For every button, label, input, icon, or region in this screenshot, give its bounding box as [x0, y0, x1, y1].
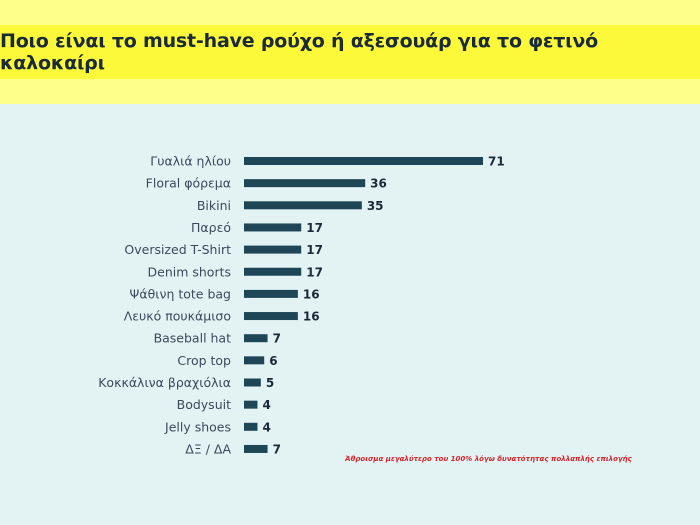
value-label: 17	[306, 221, 323, 235]
category-label: ΔΞ / ΔΑ	[185, 441, 231, 456]
bar-jelly-shoes	[244, 422, 258, 431]
category-label: Oversized T-Shirt	[124, 242, 231, 257]
category-label: Ψάθινη tote bag	[130, 286, 231, 301]
value-label: 16	[303, 310, 320, 324]
bar-oversized-t-shirt	[244, 245, 302, 254]
category-label: Denim shorts	[148, 264, 232, 279]
value-label: 6	[269, 354, 277, 368]
bar-floral-φόρεμα	[244, 179, 366, 188]
bar-κοκκάλινα-βραχιόλια	[244, 378, 261, 387]
category-label: Λευκό πουκάμισο	[124, 309, 231, 324]
bar-δξ-δα	[244, 444, 268, 453]
category-label: Κοκκάλινα βραχιόλια	[98, 375, 231, 390]
category-label: Παρεό	[191, 220, 231, 235]
category-label: Baseball hat	[154, 331, 232, 346]
bar-bikini	[244, 201, 362, 210]
bar-crop-top	[244, 356, 265, 365]
value-label: 5	[266, 376, 274, 390]
value-label: 16	[303, 287, 320, 301]
bar-ψάθινη-tote-bag	[244, 289, 298, 298]
chart-title: Ποιο είναι το must-have ρούχο ή αξεσουάρ…	[0, 25, 700, 79]
footnote: Άθροισμα μεγαλύτερο του 100% λόγω δυνατό…	[345, 455, 632, 463]
value-label: 4	[262, 420, 270, 434]
category-label: Crop top	[177, 353, 231, 368]
bar-bodysuit	[244, 400, 258, 409]
value-label: 17	[306, 265, 323, 279]
value-label: 7	[273, 332, 281, 346]
bar-παρεό	[244, 223, 302, 232]
value-label: 71	[488, 155, 505, 169]
bar-γυαλιά-ηλίου	[244, 157, 483, 165]
value-label: 35	[367, 199, 384, 213]
category-label: Γυαλιά ηλίου	[150, 154, 231, 169]
category-label: Bodysuit	[177, 397, 231, 412]
category-label: Jelly shoes	[164, 419, 231, 434]
value-label: 7	[273, 442, 281, 456]
bar-λευκό-πουκάμισο	[244, 312, 298, 321]
value-label: 36	[370, 177, 387, 191]
value-label: 4	[262, 398, 270, 412]
value-label: 17	[306, 243, 323, 257]
category-label: Bikini	[197, 198, 231, 213]
category-label: Floral φόρεμα	[146, 176, 231, 191]
bar-denim-shorts	[244, 267, 302, 276]
bar-baseball-hat	[244, 334, 268, 343]
